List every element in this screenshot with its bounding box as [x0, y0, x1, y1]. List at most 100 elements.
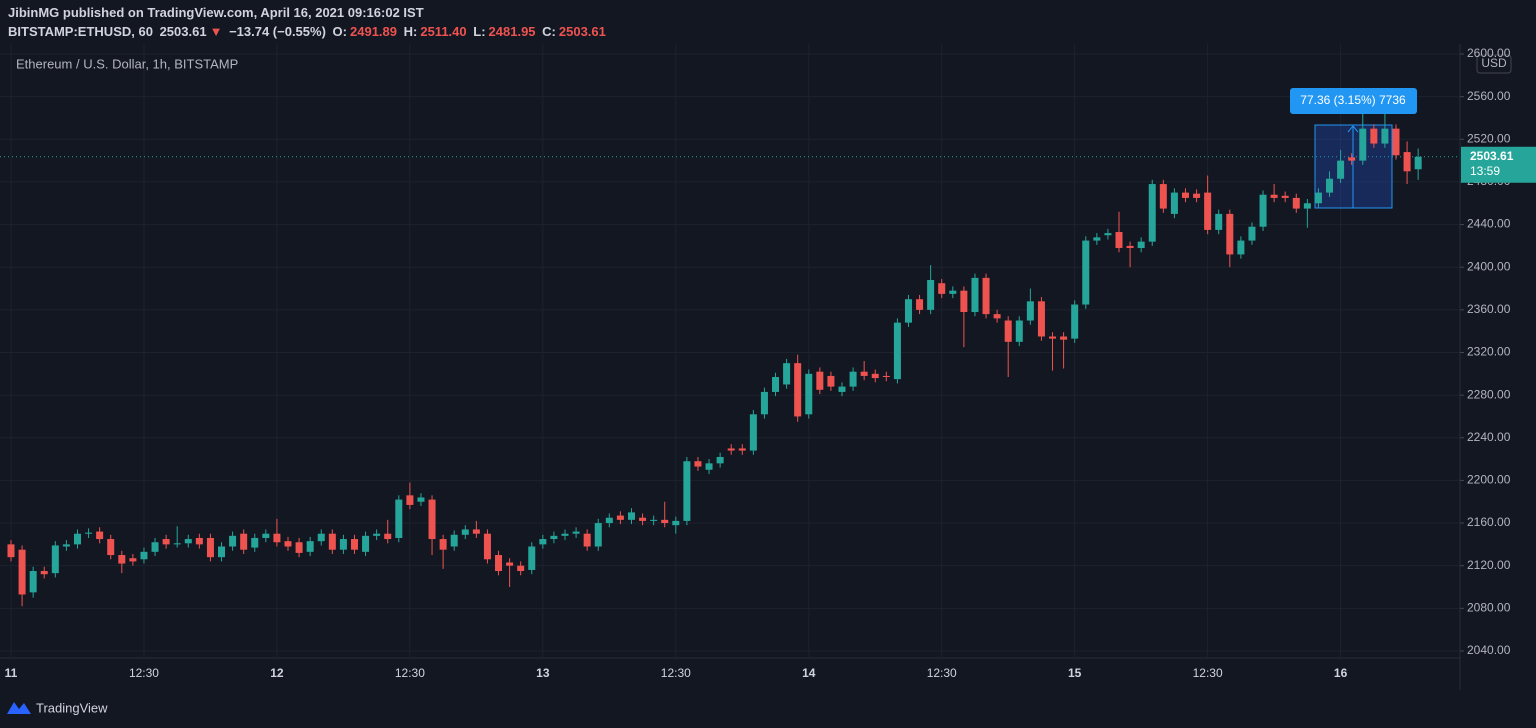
- candle-body: [195, 537, 203, 545]
- candle-body: [694, 461, 702, 467]
- candle-body: [85, 532, 93, 534]
- candle-body: [472, 529, 480, 534]
- candle-body: [339, 539, 347, 550]
- candle-body: [772, 377, 780, 392]
- footer-logo: [7, 702, 31, 714]
- countdown: 13:59: [1470, 164, 1500, 178]
- candle-body: [206, 537, 214, 558]
- x-tick-label: 12: [270, 666, 284, 680]
- candle-body: [162, 539, 170, 545]
- candle-body: [1137, 241, 1145, 249]
- x-tick-label: 11: [5, 666, 18, 680]
- candle-body: [1049, 336, 1057, 339]
- candle-body: [871, 373, 879, 379]
- candle-body: [218, 546, 226, 558]
- last-price-tag-label: 2503.61: [1470, 149, 1514, 163]
- candle-body: [993, 314, 1001, 319]
- candle-body: [1348, 157, 1356, 161]
- candle-body: [616, 515, 624, 520]
- candle-body: [129, 558, 137, 562]
- candle-body: [1248, 226, 1256, 241]
- candle-body: [495, 555, 503, 572]
- y-tick-label: 2320.00: [1467, 345, 1511, 359]
- candle-body: [1037, 301, 1045, 337]
- x-tick-label: 15: [1068, 666, 1082, 680]
- y-tick-label: 2160.00: [1467, 515, 1511, 529]
- candle-body: [29, 571, 37, 593]
- candle-body: [1414, 156, 1422, 170]
- candle-body: [1337, 160, 1345, 179]
- change: −13.74 (−0.55%): [229, 24, 326, 39]
- candle-body: [849, 371, 857, 387]
- candle-body: [949, 290, 957, 294]
- candle-body: [328, 533, 336, 550]
- candle-body: [893, 322, 901, 380]
- candle-body: [1303, 203, 1311, 209]
- candle-body: [827, 375, 835, 387]
- candle-body: [1093, 237, 1101, 241]
- candle-body: [184, 539, 192, 544]
- candle-body: [1314, 192, 1322, 204]
- open-value: 2491.89: [350, 24, 397, 39]
- candle-body: [406, 495, 414, 505]
- candle-body: [40, 571, 48, 575]
- candle-body: [583, 533, 591, 547]
- candle-body: [73, 533, 81, 545]
- candle-body: [350, 539, 358, 550]
- candle-body: [1259, 194, 1267, 227]
- logo-icon: [7, 702, 31, 714]
- candle-body: [1204, 192, 1212, 230]
- measure-arrow-head: [1347, 125, 1359, 133]
- candle-body: [1392, 128, 1400, 156]
- close-value: 2503.61: [558, 24, 606, 39]
- candle-body: [395, 499, 403, 538]
- candle-body: [1181, 192, 1189, 198]
- y-tick-label: 2440.00: [1467, 217, 1511, 231]
- candle-body: [639, 517, 647, 521]
- candle-body: [362, 535, 370, 552]
- x-tick-label: 14: [802, 666, 816, 680]
- down-arrow: ▼: [209, 24, 223, 39]
- candle-body: [683, 461, 691, 521]
- candle-body: [672, 520, 680, 526]
- candle-body: [727, 448, 735, 451]
- candle-body: [650, 519, 658, 521]
- candle-body: [971, 277, 979, 312]
- candle-body: [705, 463, 713, 470]
- candle-body: [1326, 178, 1334, 193]
- candle-body: [627, 512, 635, 520]
- y-tick-label: 2200.00: [1467, 473, 1511, 487]
- symbol: BITSTAMP:ETHUSD, 60: [8, 24, 153, 39]
- candle-body: [749, 414, 757, 451]
- candle-body: [118, 555, 126, 564]
- x-tick-label: 12:30: [395, 666, 425, 680]
- candle-body: [960, 290, 968, 312]
- candle-body: [439, 539, 447, 550]
- candle-body: [428, 499, 436, 540]
- high-label: H:: [403, 24, 418, 39]
- footer-brand: TradingView: [36, 700, 108, 715]
- candle-body: [1159, 184, 1167, 209]
- candle-body: [982, 277, 990, 315]
- candle-body: [816, 371, 824, 390]
- candle-body: [1104, 233, 1112, 236]
- y-tick-label: 2600.00: [1467, 46, 1511, 60]
- candle-body: [1359, 128, 1367, 161]
- x-tick-label: 12:30: [927, 666, 957, 680]
- low-value: 2481.95: [488, 24, 536, 39]
- candle-body: [1237, 240, 1245, 255]
- candle-body: [882, 375, 890, 378]
- candle-body: [517, 565, 525, 572]
- measure-label-box: [1290, 88, 1417, 114]
- candle-body: [716, 456, 724, 464]
- candle-body: [461, 529, 469, 535]
- candle-body: [295, 542, 303, 553]
- x-tick-label: 12:30: [1193, 666, 1223, 680]
- candle-body: [7, 544, 15, 558]
- candle-body: [938, 283, 946, 294]
- measure-label: 77.36 (3.15%) 7736: [1300, 93, 1406, 107]
- candle-body: [62, 544, 70, 547]
- y-tick-label: 2400.00: [1467, 259, 1511, 273]
